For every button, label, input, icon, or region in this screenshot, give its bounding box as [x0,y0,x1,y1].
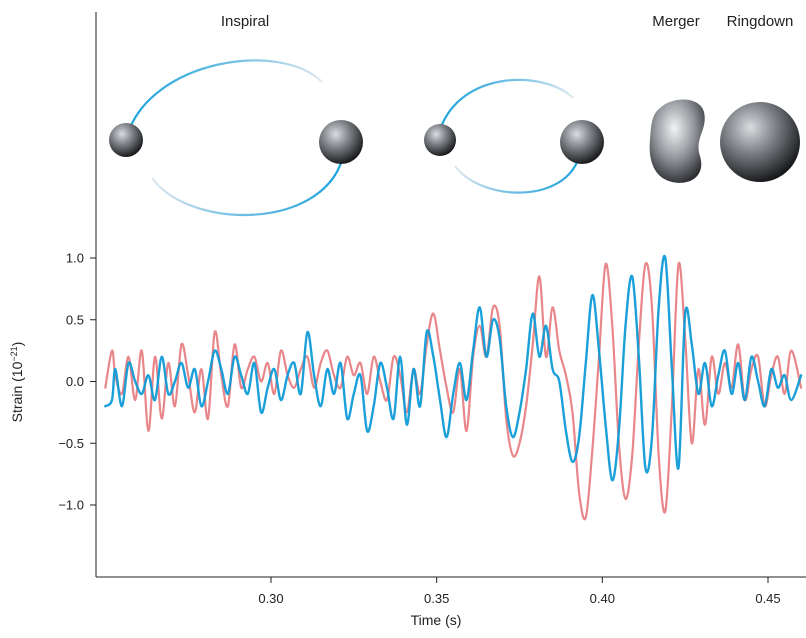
y-axis-title-main: Strain (10 [9,361,25,422]
ringdown-black-hole [720,102,800,182]
black-hole-large [560,120,604,164]
inspiral-orbit-2 [424,78,604,194]
merger-label: Merger [652,13,700,30]
orbit-arc-upper [438,78,574,131]
y-tick-label: 1.0 [66,251,84,266]
black-hole-small [424,124,456,156]
y-axis-title-exponent: −21 [9,346,19,361]
x-tick-label: 0.40 [590,591,615,606]
plot-axes [95,12,806,578]
y-axis-title: Strain (10−21) [9,342,25,423]
orbit-arc-lower [454,159,580,194]
merger-black-hole [649,99,705,183]
y-tick-label: 0.5 [66,312,84,327]
orbit-arc-lower [151,159,344,217]
series-layer [104,254,803,521]
strain-series-line-2 [104,254,803,482]
y-tick-label: −1.0 [58,498,84,513]
inspiral-label: Inspiral [221,13,269,30]
x-tick-label: 0.30 [258,591,283,606]
y-axis-title-close: ) [9,342,25,347]
ticks-layer: 0.30 0.35 0.40 0.45 1.0 0.5 0.0 −0.5 −1.0 [58,251,780,607]
x-tick-label: 0.45 [755,591,780,606]
y-tick-label: −0.5 [58,436,84,451]
orbit-arc-upper [125,59,323,137]
ringdown-label: Ringdown [727,13,794,30]
x-tick-label: 0.35 [424,591,449,606]
x-axis-title: Time (s) [411,612,462,628]
y-tick-label: 0.0 [66,374,84,389]
black-hole-large [319,120,363,164]
inspiral-orbit-1 [109,59,363,217]
black-hole-small [109,123,143,157]
